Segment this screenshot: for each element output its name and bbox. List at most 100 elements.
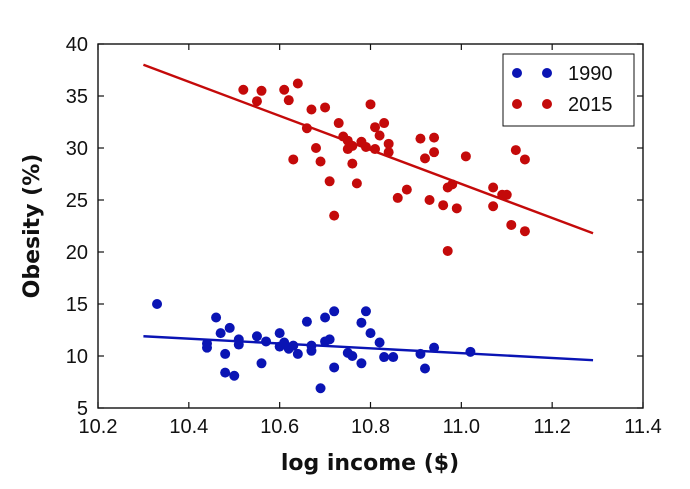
x-axis-title: log income ($) xyxy=(281,451,459,476)
point-2015-27 xyxy=(379,118,390,129)
point-1990-6 xyxy=(220,367,231,378)
x-tick-label: 11.2 xyxy=(533,416,570,438)
point-2015-6 xyxy=(292,78,303,89)
y-tick-label: 20 xyxy=(66,242,88,264)
point-2015-2 xyxy=(256,85,267,96)
x-tick-label: 10.2 xyxy=(79,416,118,438)
point-1990-19 xyxy=(292,348,303,359)
y-tick-label: 15 xyxy=(66,294,88,316)
point-2015-31 xyxy=(401,184,412,195)
y-tick-label: 30 xyxy=(66,138,88,160)
axis-ticks: 10.2 10.4 10.6 10.8 11.0 11.2 11.4 5 10 15 20 25 30 3… xyxy=(66,34,662,438)
point-1990-0 xyxy=(152,299,163,309)
point-1990-33 xyxy=(360,306,371,317)
point-2015-0 xyxy=(238,84,249,95)
legend-marker-2015-b xyxy=(542,99,552,109)
x-tick-label: 10.6 xyxy=(260,416,299,438)
point-2015-44 xyxy=(488,201,499,212)
point-1990-30 xyxy=(347,351,358,361)
point-1990-20 xyxy=(301,316,312,327)
point-1990-18 xyxy=(288,340,299,351)
x-tick-label: 11.4 xyxy=(624,416,661,438)
point-2015-1 xyxy=(251,96,262,107)
point-2015-50 xyxy=(519,226,530,237)
point-1990-13 xyxy=(261,336,272,347)
y-tick-label: 25 xyxy=(66,190,88,212)
point-2015-37 xyxy=(438,200,449,211)
point-2015-5 xyxy=(288,154,299,165)
point-1990-37 xyxy=(388,352,399,363)
point-2015-13 xyxy=(329,210,340,221)
point-2015-36 xyxy=(429,147,440,158)
point-1990-23 xyxy=(315,383,326,394)
point-2015-30 xyxy=(392,192,403,203)
point-2015-4 xyxy=(283,95,294,106)
point-1990-36 xyxy=(379,352,390,363)
point-2015-14 xyxy=(333,118,344,129)
point-2015-24 xyxy=(370,144,381,155)
legend-marker-1990-a xyxy=(512,68,522,78)
x-tick-label: 11.0 xyxy=(443,416,480,438)
trend-line-1990 xyxy=(143,335,594,362)
point-2015-41 xyxy=(451,203,462,214)
y-tick-label: 10 xyxy=(66,346,88,368)
point-2015-18 xyxy=(347,140,358,151)
legend-label-2015: 2015 xyxy=(568,94,613,116)
point-1990-22 xyxy=(306,345,317,356)
point-2015-42 xyxy=(460,151,471,162)
legend: 1990 2015 xyxy=(502,53,635,127)
point-1990-34 xyxy=(365,328,376,339)
point-2015-34 xyxy=(424,195,435,205)
point-1990-8 xyxy=(229,370,240,381)
point-2015-35 xyxy=(429,132,440,143)
point-2015-25 xyxy=(370,122,381,133)
y-axis-title: Obesity (%) xyxy=(20,154,45,299)
point-2015-48 xyxy=(510,145,521,156)
point-2015-10 xyxy=(315,156,326,167)
point-2015-12 xyxy=(324,176,335,187)
point-2015-19 xyxy=(347,158,358,169)
point-2015-33 xyxy=(420,153,430,164)
legend-label-1990: 1990 xyxy=(568,63,613,85)
point-2015-9 xyxy=(311,143,321,153)
point-1990-3 xyxy=(211,312,222,323)
y-tick-label: 35 xyxy=(66,86,88,108)
point-1990-41 xyxy=(465,346,476,357)
point-2015-20 xyxy=(351,178,362,189)
point-1990-11 xyxy=(251,331,262,342)
plot-data-layer xyxy=(142,63,594,394)
point-1990-28 xyxy=(329,362,340,373)
point-1990-4 xyxy=(215,328,226,339)
point-1990-7 xyxy=(224,322,235,333)
point-2015-7 xyxy=(301,123,312,134)
point-1990-31 xyxy=(356,317,367,328)
point-1990-12 xyxy=(256,358,267,369)
point-1990-5 xyxy=(220,348,231,359)
point-2015-39 xyxy=(442,245,453,256)
x-tick-label: 10.8 xyxy=(351,416,390,438)
point-2015-26 xyxy=(374,130,385,141)
point-2015-49 xyxy=(519,154,530,165)
point-1990-40 xyxy=(429,342,440,353)
point-2015-3 xyxy=(279,84,290,95)
point-1990-2 xyxy=(202,338,212,349)
legend-marker-1990-b xyxy=(542,68,552,78)
y-tick-label: 40 xyxy=(66,34,88,56)
point-2015-28 xyxy=(383,138,394,149)
point-2015-32 xyxy=(415,133,426,144)
point-2015-11 xyxy=(320,102,331,113)
point-1990-25 xyxy=(320,312,331,323)
point-2015-43 xyxy=(488,182,499,193)
point-1990-39 xyxy=(420,363,430,374)
point-2015-47 xyxy=(506,219,517,230)
point-1990-27 xyxy=(329,306,340,317)
legend-marker-2015-a xyxy=(512,99,522,109)
y-tick-label: 5 xyxy=(77,398,88,420)
point-1990-14 xyxy=(274,328,285,339)
point-2015-46 xyxy=(501,189,512,200)
point-2015-8 xyxy=(306,104,317,115)
point-1990-32 xyxy=(356,358,367,369)
point-2015-29 xyxy=(383,147,394,158)
point-2015-23 xyxy=(365,99,376,110)
